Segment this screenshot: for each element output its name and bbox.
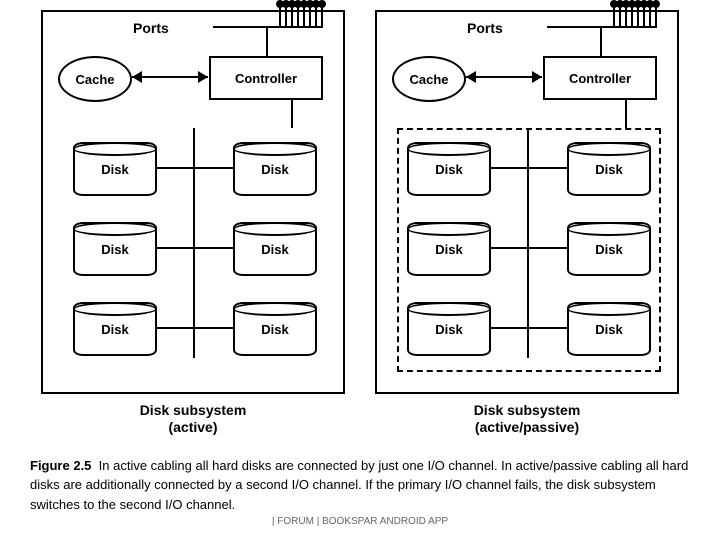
- figure-text: In active cabling all hard disks are con…: [30, 458, 688, 512]
- disk-label: Disk: [595, 162, 622, 177]
- controller-label: Controller: [235, 71, 297, 86]
- ports-label: Ports: [467, 20, 503, 36]
- disk-node: Disk: [73, 302, 157, 356]
- disk-label: Disk: [101, 322, 128, 337]
- port-icon: [637, 4, 639, 26]
- arrow-left-icon: [466, 71, 476, 83]
- cache-node: Cache: [392, 56, 466, 102]
- port-icon: [321, 4, 323, 26]
- subsystem-box-right: Ports Controller Cache: [375, 10, 679, 394]
- cache-connector: [466, 76, 542, 78]
- port-icon: [619, 4, 621, 26]
- subsystem-caption-right: Disk subsystem (active/passive): [375, 402, 679, 436]
- disk-node: Disk: [233, 142, 317, 196]
- subsystem-box-left: Ports Controller Cache: [41, 10, 345, 394]
- disk-node: Disk: [233, 222, 317, 276]
- ports-group: [613, 4, 657, 26]
- disk-node: Disk: [567, 222, 651, 276]
- subsystem-active: Ports Controller Cache: [41, 10, 345, 436]
- port-icon: [315, 4, 317, 26]
- disk-label: Disk: [261, 242, 288, 257]
- disk-label: Disk: [595, 322, 622, 337]
- port-icon: [613, 4, 615, 26]
- port-icon: [309, 4, 311, 26]
- port-icon: [655, 4, 657, 26]
- disk-label: Disk: [101, 242, 128, 257]
- cache-node: Cache: [58, 56, 132, 102]
- caption-line: Disk subsystem: [140, 402, 247, 418]
- controller-box: Controller: [209, 56, 323, 100]
- disk-label: Disk: [261, 322, 288, 337]
- disk-connector: [157, 167, 193, 169]
- ports-group: [279, 4, 323, 26]
- disk-node: Disk: [233, 302, 317, 356]
- disk-connector: [529, 327, 567, 329]
- controller-label: Controller: [569, 71, 631, 86]
- disk-label: Disk: [435, 242, 462, 257]
- port-drop-line: [600, 26, 602, 56]
- disk-connector: [195, 327, 233, 329]
- caption-line: (active): [168, 419, 217, 435]
- disk-node: Disk: [407, 302, 491, 356]
- caption-line: (active/passive): [475, 419, 579, 435]
- disk-node: Disk: [407, 222, 491, 276]
- disk-connector: [195, 247, 233, 249]
- footer-text: | FORUM | BOOKSPAR ANDROID APP: [10, 516, 710, 527]
- disk-node: Disk: [73, 222, 157, 276]
- disk-label: Disk: [101, 162, 128, 177]
- arrow-left-icon: [132, 71, 142, 83]
- disk-label: Disk: [261, 162, 288, 177]
- port-icon: [303, 4, 305, 26]
- disk-node: Disk: [407, 142, 491, 196]
- diagram-row: Ports Controller Cache: [10, 10, 710, 436]
- disk-connector: [157, 327, 193, 329]
- disk-connector: [491, 327, 527, 329]
- disk-connector: [529, 247, 567, 249]
- port-icon: [297, 4, 299, 26]
- cache-connector: [132, 76, 208, 78]
- figure-number: Figure 2.5: [30, 458, 91, 473]
- disk-connector: [157, 247, 193, 249]
- disk-connector: [491, 247, 527, 249]
- port-bus-line: [547, 26, 657, 28]
- port-icon: [631, 4, 633, 26]
- disk-label: Disk: [435, 322, 462, 337]
- subsystem-active-passive: Ports Controller Cache: [375, 10, 679, 436]
- disk-connector: [195, 167, 233, 169]
- caption-line: Disk subsystem: [474, 402, 581, 418]
- figure-caption: Figure 2.5 In active cabling all hard di…: [10, 456, 710, 515]
- port-icon: [291, 4, 293, 26]
- arrow-right-icon: [532, 71, 542, 83]
- disk-label: Disk: [435, 162, 462, 177]
- port-icon: [625, 4, 627, 26]
- port-icon: [285, 4, 287, 26]
- cache-label: Cache: [409, 72, 448, 87]
- disk-label: Disk: [595, 242, 622, 257]
- disk-connector: [529, 167, 567, 169]
- arrow-right-icon: [198, 71, 208, 83]
- disk-node: Disk: [567, 302, 651, 356]
- disk-node: Disk: [567, 142, 651, 196]
- port-icon: [649, 4, 651, 26]
- port-bus-line: [213, 26, 323, 28]
- subsystem-caption-left: Disk subsystem (active): [41, 402, 345, 436]
- main-bus-line: [193, 128, 195, 358]
- disk-connector: [491, 167, 527, 169]
- controller-drop-line: [625, 98, 627, 128]
- disk-node: Disk: [73, 142, 157, 196]
- port-drop-line: [266, 26, 268, 56]
- controller-box: Controller: [543, 56, 657, 100]
- cache-label: Cache: [75, 72, 114, 87]
- port-icon: [279, 4, 281, 26]
- ports-label: Ports: [133, 20, 169, 36]
- controller-drop-line: [291, 98, 293, 128]
- port-icon: [643, 4, 645, 26]
